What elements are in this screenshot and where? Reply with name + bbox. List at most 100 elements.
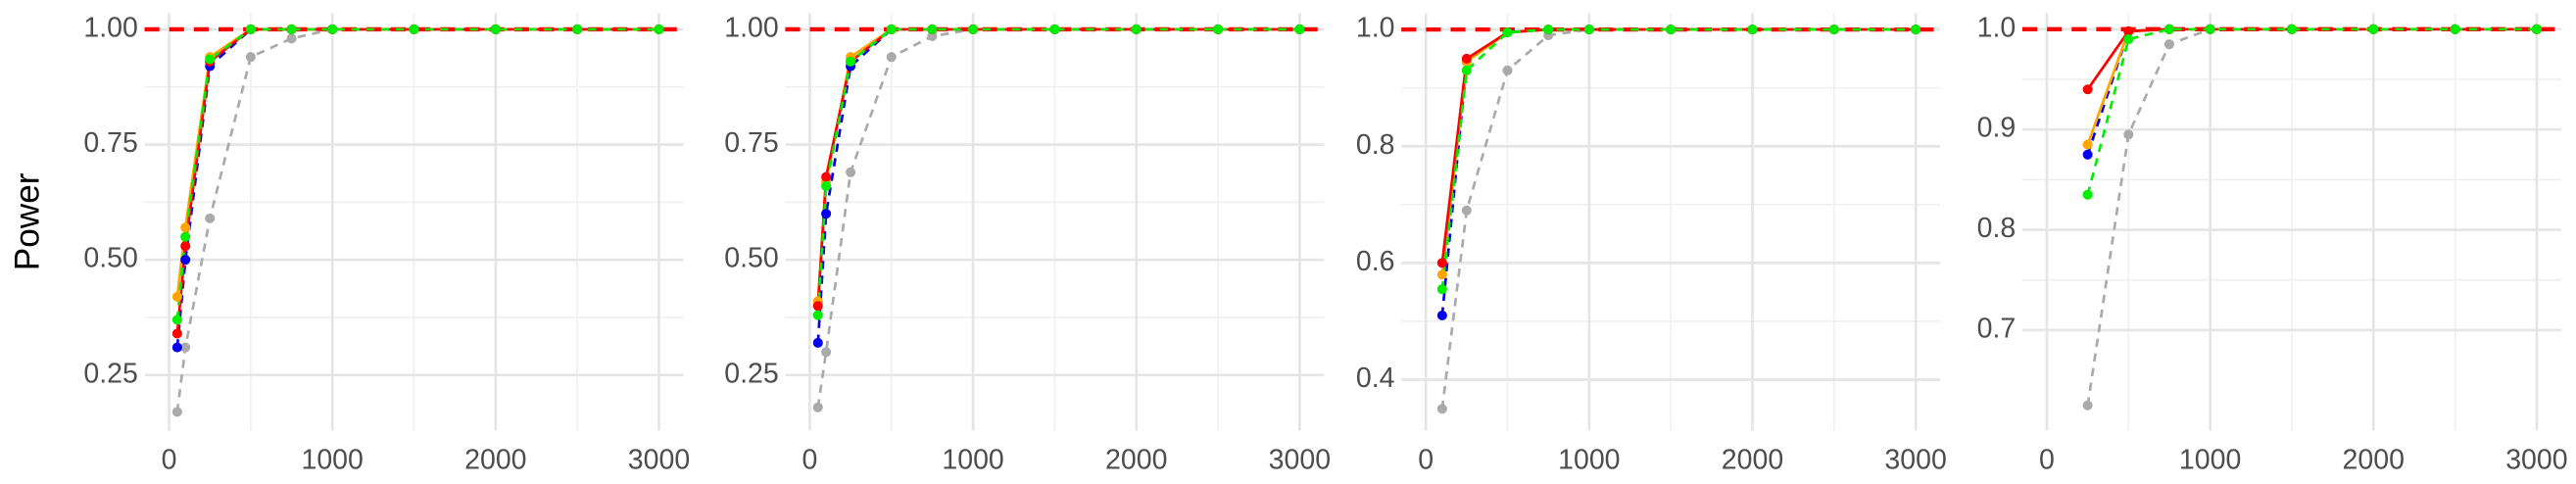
data-point bbox=[1543, 24, 1554, 35]
data-point bbox=[927, 24, 938, 34]
data-point bbox=[654, 24, 664, 34]
y-tick-label: 0.7 bbox=[1977, 313, 2017, 344]
x-tick-label: 2000 bbox=[464, 445, 526, 476]
y-tick-label: 1.0 bbox=[1977, 12, 2017, 43]
data-point bbox=[812, 402, 823, 412]
data-point bbox=[180, 222, 191, 233]
x-tick-label: 0 bbox=[1418, 445, 1434, 476]
x-tick-label: 1000 bbox=[1558, 445, 1620, 476]
data-point bbox=[2163, 39, 2174, 50]
data-point bbox=[2368, 24, 2379, 34]
data-point bbox=[2082, 149, 2093, 160]
y-tick-label: 1.00 bbox=[83, 12, 137, 43]
data-point bbox=[409, 24, 419, 34]
data-point bbox=[821, 180, 832, 191]
data-point bbox=[245, 52, 256, 63]
data-point bbox=[846, 56, 856, 67]
data-point bbox=[2286, 24, 2297, 34]
data-point bbox=[490, 24, 501, 34]
data-point bbox=[171, 407, 182, 417]
data-point bbox=[2082, 189, 2093, 200]
x-tick-label: 2000 bbox=[1105, 445, 1167, 476]
data-point bbox=[821, 347, 832, 358]
data-point bbox=[812, 301, 823, 312]
y-tick-label: 1.0 bbox=[1356, 13, 1395, 44]
x-tick-label: 2000 bbox=[2343, 445, 2405, 476]
data-point bbox=[1583, 24, 1594, 35]
data-point bbox=[1502, 65, 1513, 75]
data-point bbox=[2163, 24, 2174, 34]
series-line bbox=[175, 27, 659, 334]
data-point bbox=[846, 167, 856, 177]
y-tick-label: 0.4 bbox=[1356, 363, 1395, 394]
data-point bbox=[1461, 53, 1472, 64]
x-tick-label: 1000 bbox=[942, 445, 1003, 476]
data-point bbox=[171, 328, 182, 339]
data-point bbox=[1828, 24, 1839, 35]
x-tick-label: 0 bbox=[162, 445, 177, 476]
data-point bbox=[812, 310, 823, 320]
y-tick-label: 0.8 bbox=[1977, 213, 2017, 244]
y-tick-label: 0.75 bbox=[83, 127, 137, 159]
data-point bbox=[821, 209, 832, 219]
x-tick-label: 1000 bbox=[2179, 445, 2241, 476]
series-line bbox=[175, 27, 659, 298]
data-point bbox=[1666, 24, 1677, 35]
x-tick-label: 3000 bbox=[628, 445, 690, 476]
series-line bbox=[2086, 27, 2537, 406]
data-point bbox=[1911, 24, 1921, 35]
data-point bbox=[1294, 24, 1305, 34]
data-point bbox=[205, 213, 216, 223]
x-tick-label: 0 bbox=[2039, 445, 2055, 476]
data-point bbox=[1049, 24, 1060, 34]
series-line bbox=[175, 27, 659, 320]
series-line bbox=[816, 27, 1300, 343]
data-point bbox=[2082, 400, 2093, 411]
data-point bbox=[205, 54, 216, 65]
y-tick-label: 0.25 bbox=[724, 358, 778, 389]
data-point bbox=[2123, 129, 2134, 140]
data-point bbox=[286, 33, 297, 44]
data-point bbox=[1131, 24, 1142, 34]
data-point bbox=[180, 342, 191, 353]
y-tick-label: 0.75 bbox=[724, 127, 778, 159]
data-point bbox=[2082, 139, 2093, 150]
data-point bbox=[2082, 84, 2093, 95]
data-point bbox=[2123, 25, 2134, 36]
y-tick-label: 0.50 bbox=[83, 243, 137, 274]
data-point bbox=[927, 30, 938, 42]
data-point bbox=[245, 24, 256, 34]
y-tick-label: 0.9 bbox=[1977, 113, 2017, 144]
data-point bbox=[327, 24, 338, 34]
data-point bbox=[1461, 205, 1472, 216]
data-point bbox=[1436, 404, 1447, 414]
data-point bbox=[821, 171, 832, 182]
x-tick-label: 0 bbox=[802, 445, 818, 476]
series-line bbox=[1440, 27, 1917, 410]
data-point bbox=[1461, 65, 1472, 75]
series-line bbox=[2086, 27, 2537, 196]
data-point bbox=[1213, 24, 1224, 34]
data-point bbox=[180, 231, 191, 242]
y-tick-label: 1.00 bbox=[724, 12, 778, 43]
series-line bbox=[2086, 27, 2537, 146]
series-line bbox=[1440, 27, 1917, 316]
x-tick-label: 2000 bbox=[1722, 445, 1783, 476]
data-point bbox=[1436, 258, 1447, 268]
data-point bbox=[2531, 24, 2542, 34]
series-line bbox=[175, 27, 659, 348]
series-line bbox=[1440, 27, 1917, 290]
y-tick-label: 0.8 bbox=[1356, 129, 1395, 161]
y-axis-label: Power bbox=[8, 172, 46, 270]
series-line bbox=[2086, 27, 2537, 156]
y-tick-label: 0.50 bbox=[724, 243, 778, 274]
x-tick-label: 1000 bbox=[301, 445, 363, 476]
data-point bbox=[572, 24, 583, 34]
series-line bbox=[1440, 27, 1917, 275]
series-line bbox=[816, 27, 1300, 408]
data-point bbox=[886, 52, 897, 63]
data-point bbox=[812, 337, 823, 348]
series-line bbox=[816, 27, 1300, 307]
data-point bbox=[1436, 284, 1447, 295]
data-point bbox=[171, 342, 182, 353]
